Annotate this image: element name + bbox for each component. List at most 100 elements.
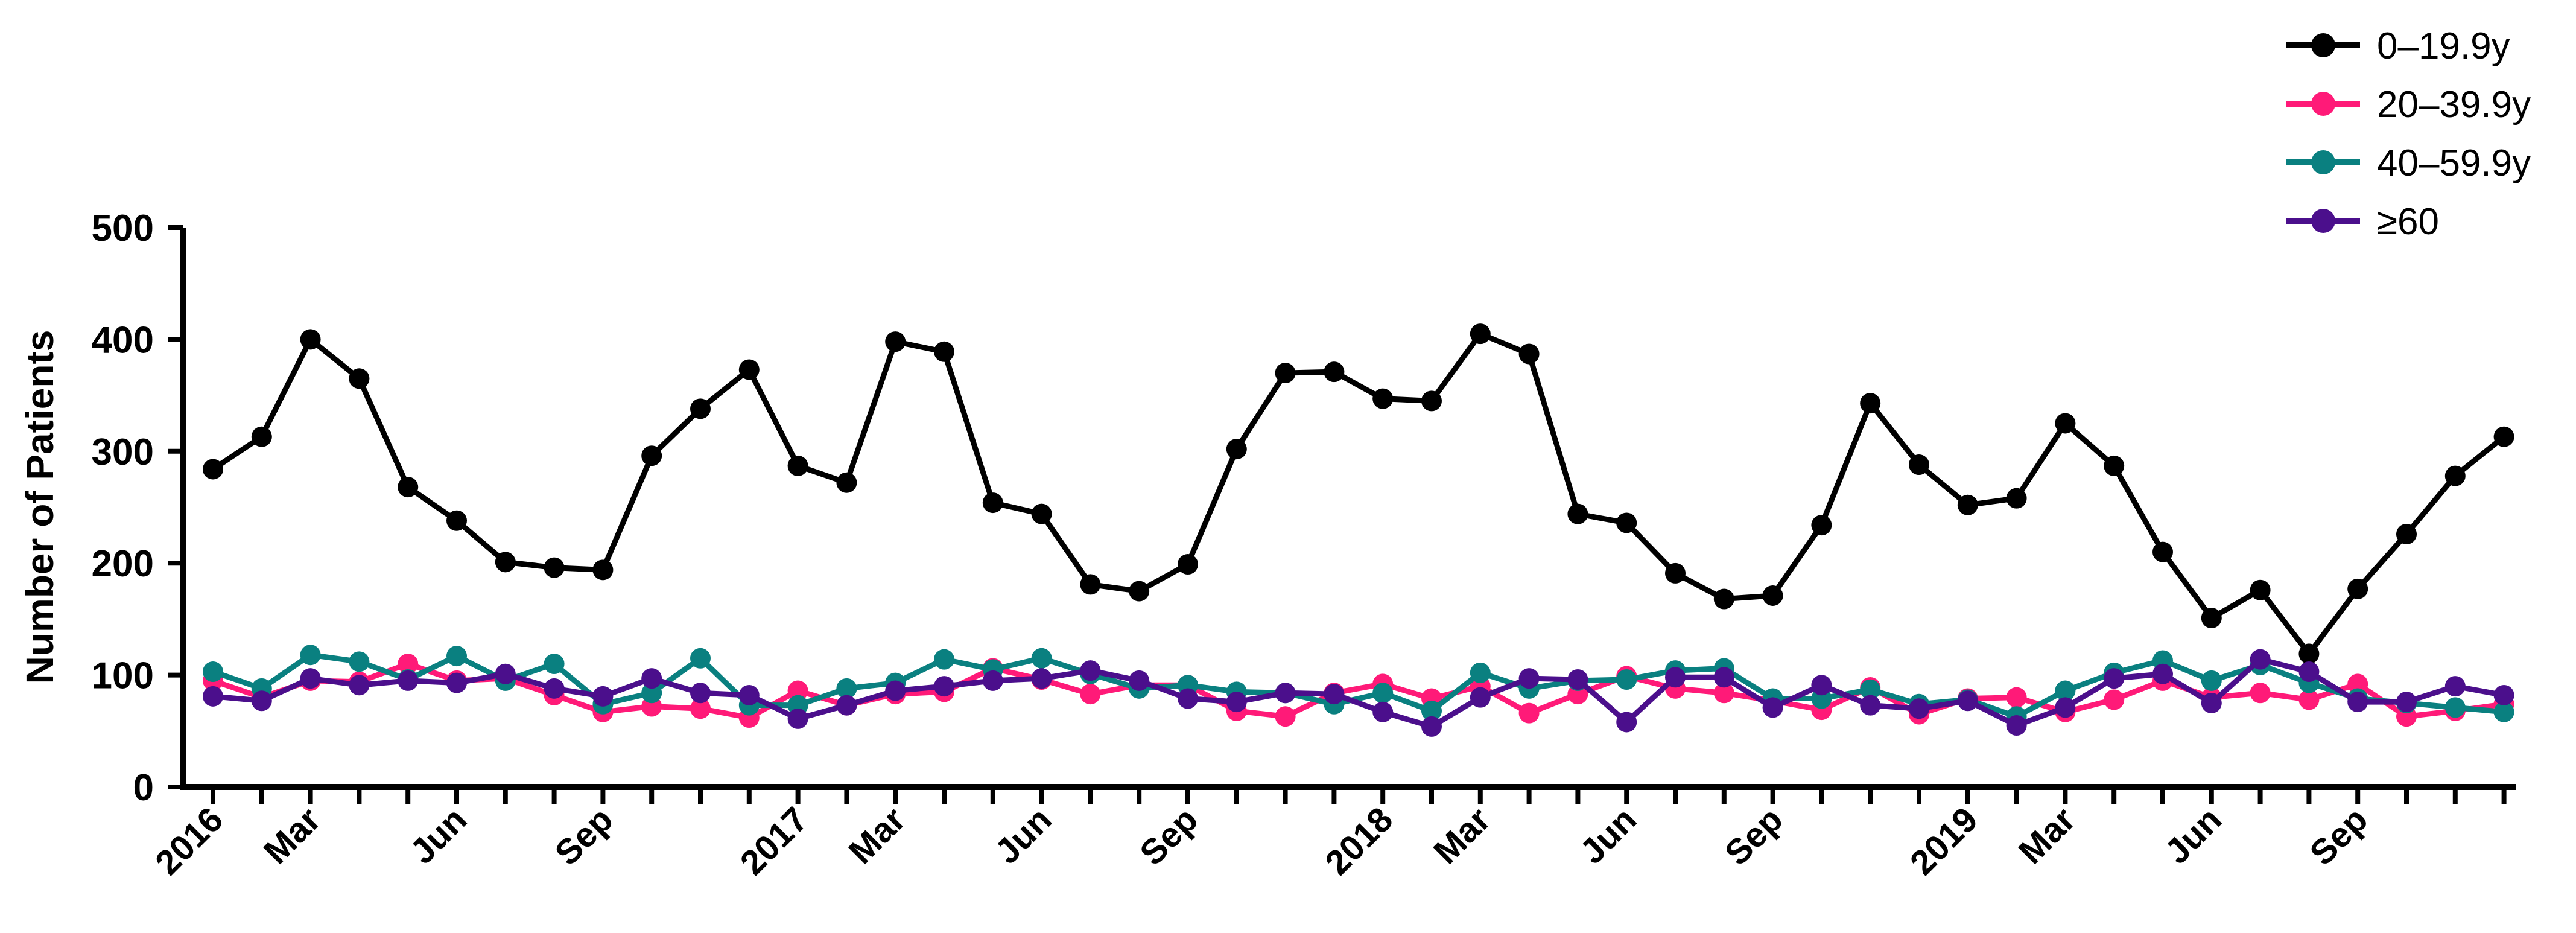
- data-point: [2493, 426, 2514, 447]
- data-point: [2201, 692, 2222, 713]
- data-point: [2298, 689, 2320, 710]
- data-point: [2444, 697, 2466, 718]
- data-point: [2298, 661, 2320, 683]
- data-point: [1860, 679, 1881, 700]
- y-tick-label: 500: [92, 208, 154, 249]
- data-point: [1421, 716, 1442, 737]
- legend-entry: 40–59.9y: [2286, 142, 2531, 184]
- data-point: [1031, 668, 1052, 689]
- data-point: [1567, 669, 1588, 690]
- data-point: [787, 455, 808, 476]
- data-point: [2298, 643, 2320, 664]
- data-point: [544, 654, 565, 675]
- data-point: [2152, 541, 2173, 562]
- data-point: [2006, 715, 2027, 736]
- data-point: [495, 552, 516, 573]
- data-point: [1811, 675, 1832, 696]
- data-point: [1372, 683, 1394, 704]
- data-point: [1616, 669, 1637, 690]
- data-point: [836, 695, 857, 716]
- data-point: [349, 651, 370, 672]
- data-point: [446, 646, 467, 667]
- data-point: [738, 684, 760, 705]
- x-tick-label: Jun: [402, 800, 474, 871]
- data-point: [592, 686, 614, 707]
- data-point: [1129, 670, 1150, 691]
- data-point: [349, 368, 370, 389]
- data-point: [2250, 649, 2271, 670]
- legend-label: 20–39.9y: [2377, 84, 2531, 126]
- data-point: [1470, 662, 1491, 683]
- data-point: [2104, 668, 2125, 689]
- data-point: [398, 670, 419, 691]
- data-point: [641, 668, 662, 689]
- x-tick-label: Sep: [547, 800, 620, 873]
- data-point: [544, 557, 565, 578]
- data-point: [2250, 683, 2271, 704]
- data-point: [1275, 683, 1296, 704]
- data-point: [2444, 465, 2466, 486]
- data-point: [251, 426, 272, 447]
- data-point: [2347, 692, 2368, 713]
- data-point: [349, 675, 370, 696]
- x-tick-label: Mar: [256, 800, 328, 871]
- data-point: [1811, 515, 1832, 536]
- data-point: [300, 645, 321, 666]
- data-point: [2493, 684, 2514, 705]
- data-point: [787, 680, 808, 701]
- data-point: [1957, 494, 1978, 515]
- data-point: [2347, 673, 2368, 695]
- data-point: [2104, 455, 2125, 476]
- data-point: [1957, 690, 1978, 712]
- legend: 0–19.9y 20–39.9y 40–59.9y ≥60: [2286, 25, 2531, 243]
- data-point: [495, 663, 516, 684]
- data-point: [398, 654, 419, 675]
- data-point: [2444, 676, 2466, 697]
- data-point: [1275, 363, 1296, 384]
- series-4: [203, 649, 2514, 737]
- data-point: [1860, 695, 1881, 716]
- data-point: [1080, 660, 1101, 681]
- data-point: [1080, 574, 1101, 595]
- legend-label: 0–19.9y: [2377, 25, 2510, 67]
- data-point: [1616, 512, 1637, 533]
- legend-swatch-marker: [2311, 209, 2335, 233]
- data-point: [544, 678, 565, 699]
- data-point: [1421, 700, 1442, 721]
- data-point: [1762, 697, 1783, 718]
- data-point: [982, 670, 1003, 691]
- data-point: [2250, 579, 2271, 600]
- data-point: [592, 559, 614, 581]
- data-point: [1226, 692, 1247, 713]
- data-point: [1031, 503, 1052, 524]
- data-point: [1372, 701, 1394, 722]
- data-point: [641, 445, 662, 467]
- legend-swatch-marker: [2311, 33, 2335, 57]
- data-point: [934, 676, 954, 697]
- data-point: [1470, 687, 1491, 708]
- data-point: [1421, 390, 1442, 412]
- legend-entry: 0–19.9y: [2286, 25, 2510, 67]
- data-point: [1909, 698, 1929, 719]
- x-tick-label: Jun: [2157, 800, 2229, 871]
- data-point: [2347, 578, 2368, 599]
- data-point: [787, 708, 808, 729]
- data-point: [1665, 667, 1686, 688]
- legend-swatch-marker: [2311, 92, 2335, 116]
- series-layer: [203, 323, 2514, 737]
- data-point: [203, 686, 223, 707]
- data-point: [1372, 388, 1394, 409]
- x-tick-label: Jun: [1573, 800, 1645, 871]
- data-point: [1518, 343, 1540, 365]
- data-point: [934, 341, 954, 362]
- data-point: [1665, 562, 1686, 584]
- data-point: [2152, 663, 2173, 684]
- data-point: [1713, 683, 1734, 704]
- x-tick-label: 2019: [1903, 800, 1985, 882]
- data-point: [1860, 393, 1881, 414]
- data-point: [2104, 689, 2125, 710]
- data-point: [2006, 687, 2027, 708]
- data-point: [2201, 670, 2222, 691]
- data-point: [300, 329, 321, 350]
- data-point: [2055, 680, 2076, 701]
